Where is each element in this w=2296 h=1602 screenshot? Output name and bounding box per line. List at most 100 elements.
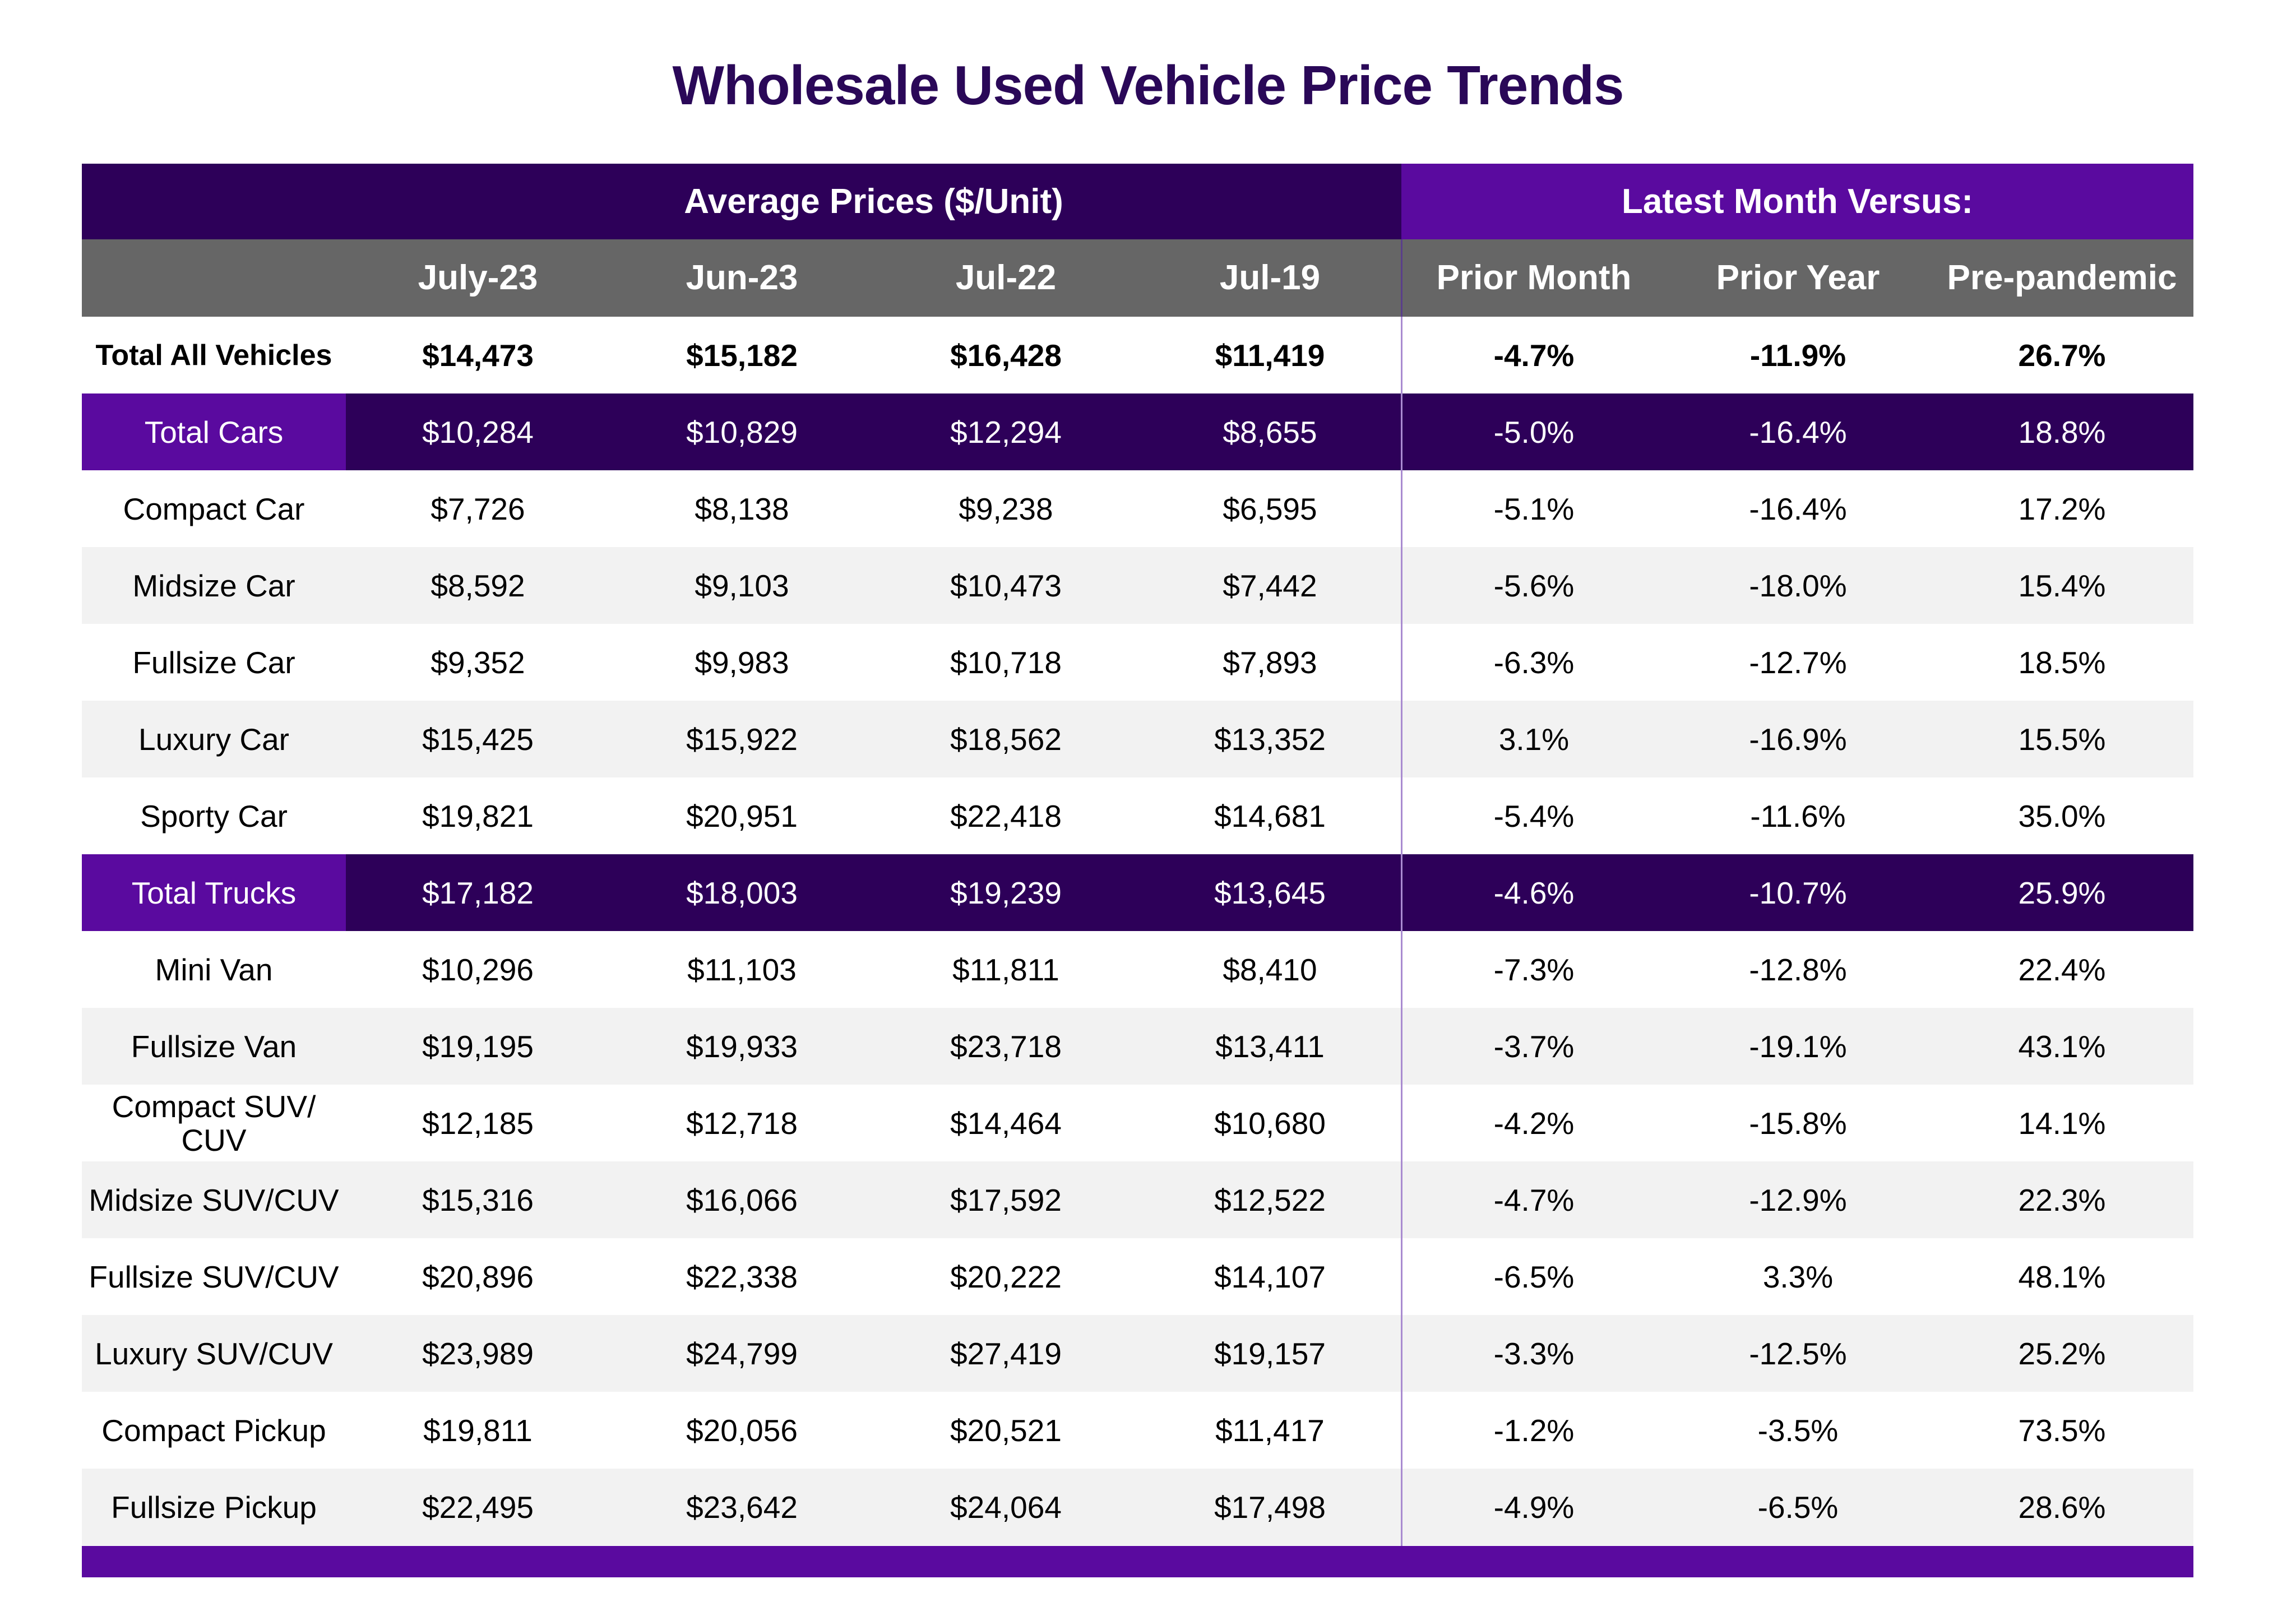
cell-prior-year: -12.9%: [1749, 1182, 1847, 1217]
row-label: Luxury SUV/CUV: [95, 1336, 333, 1371]
page-title: Wholesale Used Vehicle Price Trends: [672, 54, 1624, 116]
cell-prior-month: -5.4%: [1493, 798, 1575, 834]
cell-jun-23: $16,066: [686, 1182, 798, 1217]
cell-pre-pandemic: 26.7%: [2018, 337, 2106, 373]
cell-jun-23: $12,718: [686, 1105, 798, 1141]
cell-july-23: $10,296: [422, 952, 534, 987]
row-label: Compact Pickup: [101, 1413, 326, 1448]
cell-july-23: $15,316: [422, 1182, 534, 1217]
cell-prior-month: -7.3%: [1493, 952, 1575, 987]
cell-prior-year: -12.7%: [1749, 645, 1847, 680]
cell-jul-22: $16,428: [950, 337, 1062, 373]
cell-july-23: $8,592: [430, 568, 525, 603]
table-row: Fullsize SUV/CUV $20,896 $22,338 $20,222 $14…: [82, 1238, 2193, 1315]
cell-jul-19: $10,680: [1214, 1105, 1326, 1141]
header-group-versus-label: Latest Month Versus:: [1622, 182, 1973, 221]
cell-pre-pandemic: 25.2%: [2018, 1336, 2106, 1371]
cell-prior-year: -11.9%: [1749, 337, 1846, 373]
table-row: Midsize Car $8,592 $9,103 $10,473 $7,442 -5.6…: [82, 547, 2193, 624]
cell-prior-month: -6.5%: [1493, 1259, 1575, 1294]
header-column-row: July-23 Jun-23 Jul-22 Jul-19 Prior Month…: [82, 239, 2193, 317]
row-label: Mini Van: [155, 952, 273, 987]
cell-prior-year: -11.6%: [1750, 798, 1846, 834]
table-body: Total All Vehicles $14,473 $15,182 $16,428 $…: [82, 317, 2193, 1545]
row-label: Sporty Car: [140, 798, 288, 834]
cell-prior-month: -5.6%: [1493, 568, 1575, 603]
cell-jul-19: $11,419: [1215, 337, 1325, 373]
row-label: Midsize SUV/CUV: [89, 1182, 339, 1217]
cell-prior-year: 3.3%: [1762, 1259, 1834, 1294]
cell-jul-22: $10,718: [950, 645, 1062, 680]
table-row: Midsize SUV/CUV $15,316 $16,066 $17,592 $12,…: [82, 1161, 2193, 1238]
cell-jun-23: $20,951: [686, 798, 798, 834]
cell-prior-year: -16.9%: [1749, 721, 1847, 757]
cell-prior-month: -5.1%: [1493, 491, 1575, 526]
cell-jun-23: $8,138: [695, 491, 789, 526]
cell-prior-month: -5.0%: [1493, 414, 1575, 450]
price-trends-table: Average Prices ($/Unit) Latest Month Ver…: [82, 164, 2193, 1545]
cell-prior-month: -4.7%: [1493, 337, 1575, 373]
row-label: Luxury Car: [138, 721, 289, 757]
cell-jun-23: $15,922: [686, 721, 798, 757]
column-header-prior-year: Prior Year: [1716, 258, 1880, 297]
table-row: Luxury Car $15,425 $15,922 $18,562 $13,352 3.…: [82, 701, 2193, 777]
row-label: Total Trucks: [82, 854, 346, 931]
row-label: Total Cars: [82, 393, 346, 470]
cell-jun-23: $10,829: [686, 414, 798, 450]
row-label: Fullsize Pickup: [111, 1489, 317, 1525]
column-header-category: [82, 239, 346, 317]
cell-july-23: $17,182: [422, 875, 534, 910]
cell-july-23: $15,425: [422, 721, 534, 757]
cell-prior-month: -3.3%: [1493, 1336, 1575, 1371]
cell-jun-23: $23,642: [686, 1489, 798, 1525]
cell-prior-month: 3.1%: [1498, 721, 1570, 757]
column-header-prior-month: Prior Month: [1436, 258, 1632, 297]
table-footer-bar: [82, 1546, 2193, 1577]
cell-jul-22: $19,239: [950, 875, 1062, 910]
cell-prior-year: -10.7%: [1749, 875, 1847, 910]
table-row: Compact Car $7,726 $8,138 $9,238 $6,595 -5.1%…: [82, 470, 2193, 547]
cell-jun-23: $22,338: [686, 1259, 798, 1294]
column-header-jul-22: Jul-22: [955, 258, 1057, 297]
cell-pre-pandemic: 35.0%: [2018, 798, 2106, 834]
cell-jul-19: $7,893: [1223, 645, 1317, 680]
table-row: Fullsize Pickup $22,495 $23,642 $24,064 $17,…: [82, 1469, 2193, 1545]
row-label: Fullsize Van: [131, 1029, 297, 1064]
cell-jul-22: $20,521: [950, 1413, 1062, 1448]
cell-prior-year: -6.5%: [1757, 1489, 1839, 1525]
cell-pre-pandemic: 48.1%: [2018, 1259, 2106, 1294]
cell-jul-19: $17,498: [1214, 1489, 1326, 1525]
cell-july-23: $7,726: [430, 491, 525, 526]
cell-july-23: $14,473: [422, 337, 534, 373]
header-group-average-prices: Average Prices ($/Unit): [82, 164, 1401, 239]
cell-jul-19: $13,411: [1215, 1029, 1325, 1064]
cell-july-23: $12,185: [422, 1105, 534, 1141]
cell-jun-23: $24,799: [686, 1336, 798, 1371]
table-row: Mini Van $10,296 $11,103 $11,811 $8,410 -7.3%…: [82, 931, 2193, 1008]
header-column-divider: [1401, 239, 1402, 317]
header-group-latest-month-versus: Latest Month Versus:: [1401, 164, 2193, 239]
cell-july-23: $9,352: [430, 645, 525, 680]
cell-jul-22: $24,064: [950, 1489, 1062, 1525]
cell-prior-year: -12.5%: [1749, 1336, 1847, 1371]
header-group-row: Average Prices ($/Unit) Latest Month Ver…: [82, 164, 2193, 239]
table-row: Fullsize Van $19,195 $19,933 $23,718 $13,411…: [82, 1008, 2193, 1085]
table-row: Compact Pickup $19,811 $20,056 $20,521 $11,4…: [82, 1392, 2193, 1469]
column-header-jul-19: Jul-19: [1219, 258, 1321, 297]
cell-pre-pandemic: 18.5%: [2018, 645, 2106, 680]
column-header-july-23: July-23: [418, 258, 538, 297]
cell-jul-19: $8,655: [1223, 414, 1317, 450]
cell-july-23: $10,284: [422, 414, 534, 450]
column-group-divider: [1401, 317, 1402, 1546]
cell-jul-19: $7,442: [1223, 568, 1317, 603]
cell-jun-23: $20,056: [686, 1413, 798, 1448]
cell-jun-23: $9,103: [695, 568, 789, 603]
cell-jul-22: $22,418: [950, 798, 1062, 834]
cell-july-23: $19,821: [422, 798, 534, 834]
cell-jul-22: $23,718: [950, 1029, 1062, 1064]
cell-july-23: $23,989: [422, 1336, 534, 1371]
cell-pre-pandemic: 22.4%: [2018, 952, 2106, 987]
cell-prior-year: -12.8%: [1749, 952, 1847, 987]
cell-july-23: $20,896: [422, 1259, 534, 1294]
cell-jul-22: $17,592: [950, 1182, 1062, 1217]
